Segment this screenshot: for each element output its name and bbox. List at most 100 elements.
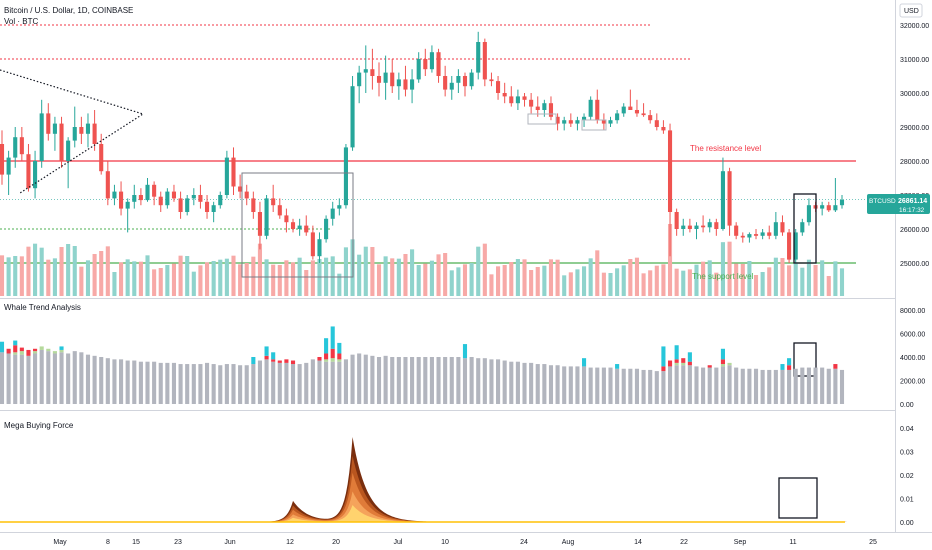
volume-bar (449, 270, 454, 296)
whale-base-bar (581, 366, 587, 404)
volume-bar (284, 260, 289, 296)
whale-base-bar (198, 364, 203, 404)
volume-bar (264, 259, 269, 296)
whale-base-bar (681, 365, 686, 404)
volume-bar (621, 265, 626, 296)
volume-bar (33, 243, 38, 296)
candle-body (138, 195, 143, 201)
whale-base-bar (191, 364, 196, 404)
currency-box[interactable] (899, 3, 923, 18)
candle-body (747, 234, 752, 238)
whale-highlight-box[interactable] (793, 342, 817, 377)
candle-body (555, 116, 560, 124)
candle-body (568, 120, 573, 124)
volume-bar (535, 267, 540, 296)
candle-body (542, 103, 547, 110)
chart-drawings[interactable] (0, 69, 818, 519)
candle-body (79, 127, 84, 134)
mega-highlight-box[interactable] (778, 477, 818, 519)
volume-bar (687, 269, 692, 296)
whale-base-bar (701, 367, 706, 404)
whale-cyan-segment (251, 357, 256, 365)
whale-base-bar (661, 371, 666, 404)
whale-base-bar (304, 362, 309, 404)
whale-base-bar (72, 351, 77, 404)
volume-bar (52, 258, 57, 296)
time-tick-label: Jun (224, 539, 235, 546)
resistance-label[interactable]: The resistance level (690, 144, 761, 153)
volume-legend[interactable]: Vol · BTC (4, 17, 38, 26)
candle-body (343, 147, 348, 206)
candle-body (727, 171, 732, 226)
whale-base-bar (224, 364, 229, 404)
candle-body (780, 222, 785, 233)
whale-base-bar (330, 361, 335, 404)
whale-base-bar (806, 367, 811, 404)
volume-bar (198, 265, 203, 296)
mega-tick-label: 0.02 (900, 473, 914, 480)
mega-panel-title[interactable]: Mega Buying Force (4, 421, 74, 430)
candle-body (456, 76, 461, 83)
symbol-title[interactable]: Bitcoin / U.S. Dollar, 1D, COINBASE (4, 6, 133, 15)
whale-base-bar (277, 362, 282, 404)
volume-bar (581, 266, 587, 296)
candle-body (820, 205, 825, 209)
candle-body (767, 232, 772, 236)
volume-bar (125, 259, 130, 296)
whale-green-segment (674, 362, 679, 366)
volume-bar (443, 253, 448, 296)
range-box[interactable] (527, 113, 557, 125)
volume-bar (330, 256, 335, 296)
whale-base-bar (26, 355, 31, 404)
volume-bar (6, 257, 11, 296)
candle-body (800, 222, 805, 233)
volume-bar (13, 256, 18, 296)
volume-bar (839, 268, 845, 296)
candle-body (330, 208, 335, 219)
whale-base-bar (429, 357, 434, 404)
consolidation-box[interactable] (241, 172, 354, 278)
triangle-pattern[interactable] (0, 69, 145, 194)
whale-red-segment (687, 361, 692, 366)
whale-tick-label: 4000.00 (900, 355, 925, 362)
whale-base-bar (747, 368, 752, 404)
volume-bar (244, 263, 249, 296)
whale-base-bar (727, 365, 732, 404)
volume-bar (238, 264, 243, 296)
whale-cyan-segment (661, 346, 666, 367)
whale-base-bar (390, 357, 395, 404)
last-price-value: 26861.14 (898, 198, 927, 205)
whale-base-bar (125, 360, 130, 404)
price-highlight-box[interactable] (793, 193, 817, 264)
whale-base-bar (324, 361, 329, 404)
whale-base-bar (284, 362, 289, 404)
volume-bar (19, 256, 24, 296)
time-tick-label: 24 (520, 539, 528, 546)
currency-label[interactable]: USD (904, 8, 919, 15)
whale-base-bar (760, 369, 765, 404)
candle-body (376, 76, 382, 83)
whale-base-bar (204, 362, 210, 404)
range-box[interactable] (581, 119, 607, 131)
whale-base-bar (350, 354, 355, 404)
candle-body (529, 99, 534, 107)
whale-red-segment (271, 359, 276, 362)
whale-base-bar (634, 368, 640, 404)
support-label[interactable]: The support level (692, 272, 754, 281)
whale-base-bar (456, 357, 461, 404)
candle-body (251, 198, 256, 212)
candle-body (370, 69, 375, 76)
last-price-tag (867, 194, 930, 214)
candle-body (608, 120, 613, 124)
candle-body (257, 212, 263, 236)
whale-base-bar (218, 365, 223, 404)
mega-tick-label: 0.01 (900, 497, 914, 504)
candle-body (13, 137, 18, 158)
whale-panel-title[interactable]: Whale Trend Analysis (4, 303, 81, 312)
whale-base-bar (469, 357, 474, 404)
whale-base-bar (6, 353, 11, 404)
volume-bar (436, 254, 441, 296)
volume-bar (502, 265, 507, 296)
price-tick-label: 30000.00 (900, 91, 929, 98)
whale-base-bar (839, 369, 845, 404)
